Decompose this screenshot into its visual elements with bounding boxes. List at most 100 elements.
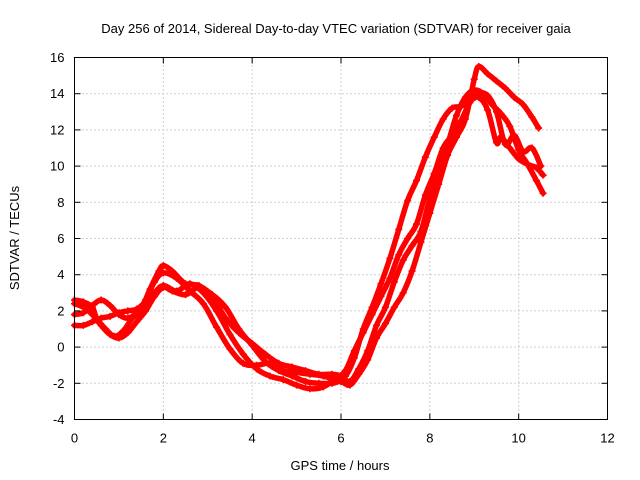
data-point-marker (97, 314, 105, 322)
data-point-marker (159, 282, 167, 290)
data-point-marker (404, 235, 412, 242)
data-point-marker (279, 367, 287, 375)
data-point-marker (199, 300, 207, 308)
data-point-marker (159, 262, 167, 270)
y-tick-label: -2 (53, 376, 65, 391)
data-point-marker (182, 291, 190, 299)
data-point-marker (106, 301, 114, 309)
data-point-marker (448, 131, 456, 139)
data-point-marker (186, 287, 194, 295)
data-point-marker (408, 267, 416, 275)
data-point-marker (484, 92, 492, 100)
data-point-marker (213, 323, 221, 331)
data-point-marker (430, 133, 438, 141)
data-point-marker (293, 368, 301, 376)
y-tick-label: 16 (50, 50, 64, 65)
data-point-marker (426, 209, 434, 217)
data-point-marker (501, 84, 509, 92)
data-point-marker (381, 303, 389, 311)
data-point-marker (226, 345, 234, 353)
x-tick-label: 4 (249, 431, 256, 446)
series-track (71, 90, 544, 392)
y-tick-label: -4 (53, 412, 65, 427)
data-point-marker (492, 139, 500, 147)
data-point-marker (506, 144, 514, 152)
data-point-marker (79, 309, 87, 317)
y-axis-label: SDTVAR / TECUs (7, 185, 22, 290)
data-point-marker (497, 133, 505, 141)
data-point-marker (539, 189, 547, 197)
data-point-marker (106, 330, 114, 338)
data-point-marker (142, 307, 150, 315)
data-point-marker (510, 131, 518, 139)
x-tick-label: 12 (600, 431, 614, 446)
x-tick-label: 0 (71, 431, 78, 446)
x-axis-label: GPS time / hours (291, 458, 390, 473)
data-point-marker (150, 278, 158, 286)
data-point-marker (106, 312, 114, 320)
data-point-marker (395, 251, 403, 259)
data-point-marker (319, 372, 327, 380)
series-track-2 (71, 63, 543, 389)
y-tick-label: 12 (50, 122, 64, 137)
data-point-marker (222, 303, 230, 311)
data-point-marker (439, 144, 447, 152)
series-track (71, 94, 546, 383)
data-point-marker (115, 334, 123, 342)
series-core (73, 88, 545, 383)
data-point-marker (475, 63, 483, 71)
axis-ticks: -4 -2 0 2 4 6 8 10 12 14 16 0 2 4 6 8 10 12 (50, 50, 615, 446)
data-point-marker (124, 307, 132, 315)
series-track-4 (71, 93, 547, 384)
data-point-marker (519, 148, 527, 156)
data-point-marker (350, 354, 358, 362)
y-tick-label: 8 (57, 195, 64, 210)
data-point-marker (528, 144, 536, 152)
data-point-marker (266, 359, 274, 367)
data-point-marker (124, 329, 132, 337)
data-point-marker (253, 361, 261, 369)
data-point-marker (368, 303, 376, 311)
data-point-marker (319, 383, 327, 391)
data-point-marker (301, 377, 309, 385)
data-point-marker (532, 177, 540, 185)
data-point-marker (510, 93, 518, 101)
y-tick-label: 0 (57, 340, 64, 355)
y-tick-label: 10 (50, 159, 64, 174)
data-point-marker (452, 133, 460, 141)
data-point-marker (79, 321, 87, 329)
data-point-marker (421, 191, 429, 199)
data-point-marker (173, 287, 181, 295)
data-point-marker (535, 124, 543, 132)
data-point-marker (173, 274, 181, 282)
data-point-marker (159, 269, 167, 277)
data-point-marker (306, 370, 314, 378)
data-point-marker (373, 334, 381, 342)
data-point-marker (239, 350, 247, 358)
data-point-marker (515, 155, 523, 163)
data-point-marker (346, 381, 354, 389)
x-tick-label: 8 (426, 431, 433, 446)
data-point-marker (293, 381, 301, 389)
data-point-marker (239, 359, 247, 367)
x-tick-label: 10 (511, 431, 525, 446)
data-series (71, 63, 547, 393)
data-point-marker (444, 151, 452, 159)
data-point-marker (199, 289, 207, 297)
data-point-marker (97, 296, 105, 304)
series-track-1 (71, 86, 547, 385)
y-tick-label: 4 (57, 267, 64, 282)
data-point-marker (355, 370, 363, 378)
data-point-marker (373, 321, 381, 329)
data-point-marker (457, 102, 465, 110)
data-point-marker (399, 256, 407, 264)
y-tick-label: 2 (57, 303, 64, 318)
data-point-marker (484, 70, 492, 78)
data-point-marker (124, 314, 132, 322)
series-core (73, 95, 545, 381)
data-point-marker (142, 296, 150, 304)
data-point-marker (492, 108, 500, 116)
chart-title: Day 256 of 2014, Sidereal Day-to-day VTE… (101, 21, 571, 36)
data-point-marker (261, 350, 269, 358)
